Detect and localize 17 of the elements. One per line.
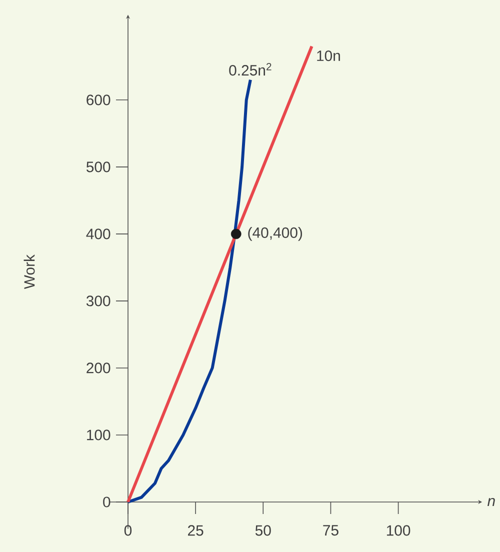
x-tick-label: 25 [188, 525, 204, 536]
x-axis-title: n [488, 498, 495, 506]
series-label: 10n [317, 50, 340, 62]
y-tick-label: 0 [103, 496, 110, 508]
x-tick-label: 0 [124, 525, 132, 536]
y-tick-label: 100 [87, 430, 110, 440]
y-tick-label: 600 [86, 94, 110, 106]
x-tick-label: 100 [386, 525, 410, 536]
y-tick-label: 200 [86, 362, 110, 374]
series-label: 0.25n$^{2}$ [229, 62, 272, 76]
x-tick-label: 50 [255, 525, 271, 536]
y-tick-label: 400 [86, 228, 110, 240]
y-axis-title: Work [24, 254, 35, 290]
annotation: (40,400) [248, 226, 302, 241]
y-tick-label: 300 [86, 296, 110, 306]
x-tick-label: 75 [323, 525, 338, 536]
y-tick-label: 500 [86, 162, 110, 172]
